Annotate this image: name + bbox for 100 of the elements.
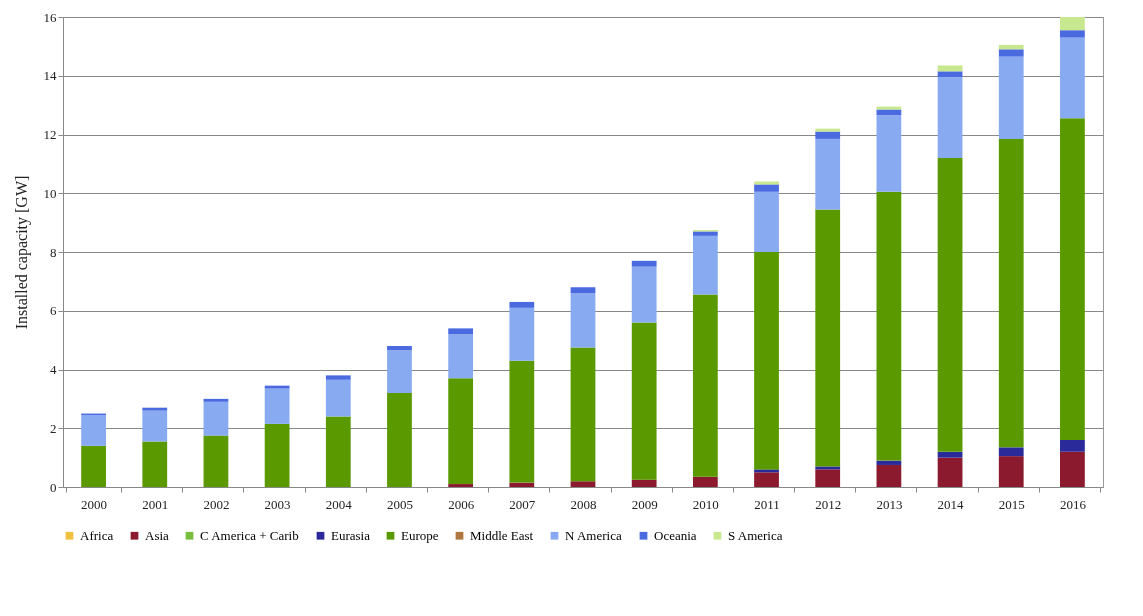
x-tick-label: 2016 [1059,496,1087,512]
bar [754,184,779,192]
bar [815,128,841,132]
bar [692,235,718,295]
bar [203,435,229,487]
bar [815,466,841,470]
bar [998,44,1024,50]
bar [998,56,1024,139]
bar [81,445,106,487]
bar [692,294,718,477]
bar [815,131,841,139]
legend-label: Asia [145,527,170,543]
bar [509,360,535,483]
x-tick-label: 2015 [998,496,1025,512]
bar [325,375,351,380]
bar [1060,30,1085,38]
bar [142,410,168,442]
bar [509,482,535,487]
bar [570,481,596,487]
legend-label: Africa [80,527,114,543]
bar [692,231,718,236]
y-tick-label: 4 [50,362,57,377]
x-tick-label: 2009 [631,496,658,512]
bar [998,456,1024,487]
bar [387,393,412,487]
x-tick-label: 2006 [448,496,475,512]
bar [570,287,596,294]
bar [937,71,963,78]
bar [754,191,779,252]
bar [325,416,351,487]
bar [142,441,168,487]
y-tick-label: 12 [43,127,57,142]
x-tick-label: 2005 [386,496,413,512]
y-tick-label: 8 [50,244,57,260]
bar [1060,37,1085,119]
bar [692,476,718,487]
x-tick-label: 2012 [815,496,842,512]
x-tick-label: 2002 [203,496,230,512]
y-tick-label: 2 [50,420,57,436]
bar [876,464,902,487]
y-tick-label: 14 [43,68,57,84]
x-tick-label: 2008 [570,496,597,512]
bar [448,328,474,335]
bar [1060,118,1085,440]
bar [876,191,902,461]
x-tick-label: 2010 [692,496,719,512]
bar [1060,451,1085,487]
x-tick-label: 2001 [142,496,169,512]
bar [937,451,963,458]
bar [1060,440,1085,452]
legend-label: Middle East [470,527,534,543]
bar [937,457,963,487]
y-tick-label: 16 [43,9,57,25]
bar [631,260,657,267]
bar [448,334,474,379]
legend-label: Oceania [654,527,697,543]
y-tick-label: 10 [43,185,57,201]
bar [815,469,841,487]
bar [876,115,902,192]
bar [570,347,596,482]
bar [1060,17,1085,31]
bar [815,138,841,210]
bar [264,385,290,389]
bar [264,423,290,487]
y-tick-label: 0 [50,479,57,495]
bar [509,301,535,308]
bar [815,209,841,467]
bar [448,378,474,485]
x-tick-label: 2003 [264,496,291,512]
bar [570,293,596,348]
bar [937,77,963,158]
bar [998,49,1024,57]
bar [325,379,351,417]
legend-label: Eurasia [331,527,371,543]
bar [631,479,657,487]
legend-label: Europe [401,527,439,543]
x-tick-label: 2007 [509,496,536,512]
legend-label: C America + Carib [200,527,299,543]
bar [387,346,412,351]
legend-label: N America [565,527,622,543]
y-axis-title: Installed capacity [GW] [12,175,31,330]
x-tick-label: 2000 [81,496,108,512]
bar [754,469,779,473]
bar [387,350,412,393]
bar [142,407,168,411]
bar [876,460,902,465]
bar [203,401,229,436]
bar [754,252,779,470]
bar [203,398,229,402]
x-tick-label: 2014 [937,496,965,512]
bar [631,266,657,323]
bar [937,158,963,452]
bar [509,307,535,361]
bar [876,106,902,110]
bar [937,65,963,72]
x-tick-label: 2011 [754,496,780,512]
bar [631,322,657,480]
legend-label: S America [728,527,783,543]
x-tick-label: 2013 [876,496,903,512]
bar [998,138,1024,448]
